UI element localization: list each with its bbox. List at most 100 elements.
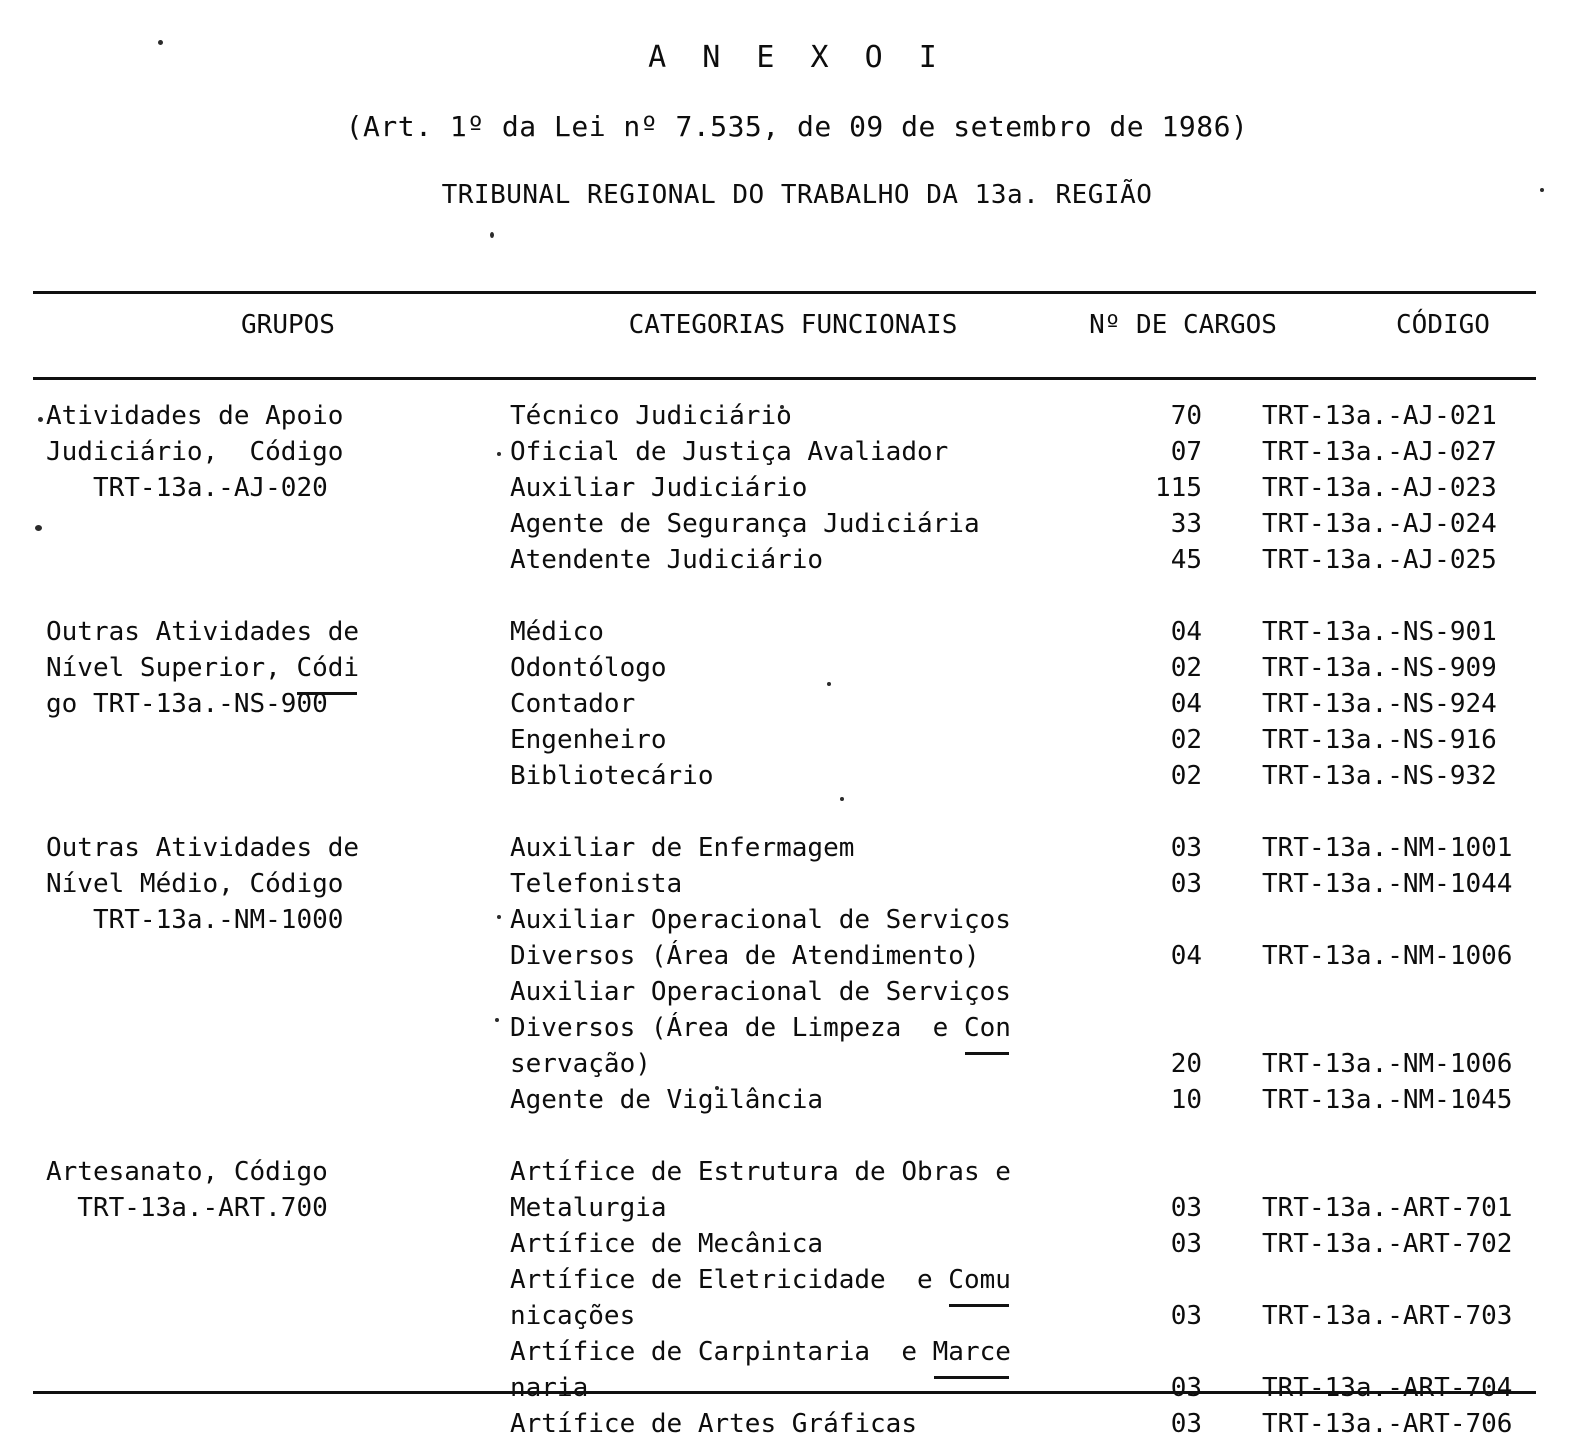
codigo-spacer xyxy=(1262,1154,1562,1190)
table-header-rule xyxy=(33,377,1536,380)
cargos-column: 03 03 03 03 03 xyxy=(1080,1154,1202,1442)
category-column: Artífice de Estrutura de Obras e Metalurg… xyxy=(510,1154,1070,1442)
codigo-value: TRT-13a.-NS-932 xyxy=(1262,761,1497,791)
codigo-value: TRT-13a.-ART-703 xyxy=(1262,1301,1513,1331)
cargos-value: 03 xyxy=(1170,869,1202,899)
category-line: Engenheiro xyxy=(510,725,667,755)
cargos-value: 03 xyxy=(1170,833,1202,863)
scan-speck xyxy=(715,1086,719,1090)
codigo-value: TRT-13a.-AJ-021 xyxy=(1262,401,1497,431)
category-line: Artífice de Estrutura de Obras e xyxy=(510,1157,1011,1187)
scan-speck xyxy=(495,1018,499,1022)
category-line: Metalurgia xyxy=(510,1193,667,1223)
category-line: Agente de Segurança Judiciária xyxy=(510,509,980,539)
cargos-value: 20 xyxy=(1170,1049,1202,1079)
category-column: Médico Odontólogo Contador Engenheiro Biblio… xyxy=(510,614,1070,794)
cargos-value: 07 xyxy=(1170,437,1202,467)
scan-speck xyxy=(497,915,501,919)
category-line: Artífice de Eletricidade e Comu xyxy=(510,1262,1070,1307)
cargos-value: 03 xyxy=(1170,1193,1202,1223)
category-line: Auxiliar Operacional de Serviços xyxy=(510,905,1011,935)
category-line: Agente de Vigilância xyxy=(510,1085,824,1115)
codigo-value: TRT-13a.-NS-901 xyxy=(1262,617,1497,647)
scan-speck xyxy=(490,232,494,238)
cargos-value: 03 xyxy=(1170,1409,1202,1439)
cargos-value: 03 xyxy=(1170,1229,1202,1259)
group-label-line: Nível Médio, Código xyxy=(46,869,344,899)
cargos-spacer xyxy=(1080,974,1202,1010)
group-label: Outras Atividades de Nível Superior, Códi… xyxy=(46,614,496,722)
cargos-spacer xyxy=(1080,1334,1202,1370)
category-line: Diversos (Área de Limpeza e Con xyxy=(510,1010,1070,1055)
codigo-value: TRT-13a.-AJ-025 xyxy=(1262,545,1497,575)
codigo-value: TRT-13a.-AJ-024 xyxy=(1262,509,1497,539)
table-top-rule xyxy=(33,291,1536,294)
organization-name: TRIBUNAL REGIONAL DO TRABALHO DA 13a. RE… xyxy=(441,180,1153,210)
category-line: Atendente Judiciário xyxy=(510,545,824,575)
table-header-row: GRUPOS CATEGORIAS FUNCIONAIS Nº DE CARGO… xyxy=(33,310,1536,366)
category-line: Artífice de Artes Gráficas xyxy=(510,1409,917,1439)
category-line: Auxiliar de Enfermagem xyxy=(510,833,855,863)
codigo-value: TRT-13a.-ART-704 xyxy=(1262,1373,1513,1403)
codigo-value: TRT-13a.-AJ-027 xyxy=(1262,437,1497,467)
column-header-cargos: Nº DE CARGOS xyxy=(1089,310,1277,340)
group-label-line: Outras Atividades de xyxy=(46,617,360,647)
scan-speck xyxy=(840,797,844,801)
codigo-spacer xyxy=(1262,1334,1562,1370)
codigo-value: TRT-13a.-NM-1006 xyxy=(1262,941,1513,971)
group-label-line: TRT-13a.-AJ-020 xyxy=(46,473,328,503)
category-line: nicações xyxy=(510,1301,636,1331)
codigo-value: TRT-13a.-NS-916 xyxy=(1262,725,1497,755)
column-header-codigo: CÓDIGO xyxy=(1396,310,1490,340)
scan-speck xyxy=(158,40,163,45)
category-line: Artífice de Carpintaria e Marce xyxy=(510,1334,1070,1379)
category-line: Técnico Judiciário xyxy=(510,401,792,431)
category-line: Auxiliar Judiciário xyxy=(510,473,808,503)
category-line: Auxiliar Operacional de Serviços xyxy=(510,977,1011,1007)
category-line: servação) xyxy=(510,1049,651,1079)
codigo-spacer xyxy=(1262,1010,1562,1046)
cargos-column: 04 02 04 02 02 xyxy=(1080,614,1202,794)
scan-speck xyxy=(35,525,42,531)
category-column: Auxiliar de Enfermagem Telefonista Auxilia… xyxy=(510,830,1070,1118)
group-label-line: TRT-13a.-ART.700 xyxy=(46,1193,328,1223)
scan-speck xyxy=(827,682,831,686)
table-bottom-rule xyxy=(33,1391,1536,1394)
cargos-value: 04 xyxy=(1170,617,1202,647)
category-line: Odontólogo xyxy=(510,653,667,683)
codigo-column: TRT-13a.-ART-701 TRT-13a.-ART-702 TRT-13a… xyxy=(1262,1154,1562,1442)
codigo-value: TRT-13a.-AJ-023 xyxy=(1262,473,1497,503)
page-title: A N E X O I xyxy=(648,40,946,75)
group-label-line: Outras Atividades de xyxy=(46,833,360,863)
codigo-spacer xyxy=(1262,974,1562,1010)
cargos-column: 03 03 04 20 10 xyxy=(1080,830,1202,1118)
codigo-value: TRT-13a.-NM-1044 xyxy=(1262,869,1513,899)
cargos-spacer xyxy=(1080,1262,1202,1298)
group-label-line: TRT-13a.-NM-1000 xyxy=(46,905,344,935)
category-line: Oficial de Justiça Avaliador xyxy=(510,437,949,467)
cargos-value: 04 xyxy=(1170,689,1202,719)
cargos-value: 45 xyxy=(1170,545,1202,575)
cargos-spacer xyxy=(1080,1154,1202,1190)
codigo-spacer xyxy=(1262,1262,1562,1298)
law-reference: (Art. 1º da Lei nº 7.535, de 09 de setem… xyxy=(345,110,1249,143)
codigo-spacer xyxy=(1262,902,1562,938)
group-label-line: Atividades de Apoio xyxy=(46,401,344,431)
scan-speck xyxy=(1540,188,1544,192)
cargos-value: 02 xyxy=(1170,653,1202,683)
cargos-value: 33 xyxy=(1170,509,1202,539)
codigo-value: TRT-13a.-NS-924 xyxy=(1262,689,1497,719)
group-label-line: Artesanato, Código xyxy=(46,1157,328,1187)
category-line: Artífice de Mecânica xyxy=(510,1229,824,1259)
scan-speck xyxy=(780,405,784,409)
category-column: Técnico Judiciário Oficial de Justiça Ava… xyxy=(510,398,1070,578)
codigo-column: TRT-13a.-NS-901 TRT-13a.-NS-909 TRT-13a.-N… xyxy=(1262,614,1562,794)
table-body: Atividades de Apoio Judiciário, Código TR… xyxy=(0,398,1594,1439)
group-label: Atividades de Apoio Judiciário, Código TR… xyxy=(46,398,496,506)
category-line: Bibliotecário xyxy=(510,761,714,791)
category-line: Telefonista xyxy=(510,869,683,899)
group-label: Artesanato, Código TRT-13a.-ART.700 xyxy=(46,1154,496,1226)
codigo-value: TRT-13a.-ART-701 xyxy=(1262,1193,1513,1223)
column-header-categorias: CATEGORIAS FUNCIONAIS xyxy=(628,310,958,340)
